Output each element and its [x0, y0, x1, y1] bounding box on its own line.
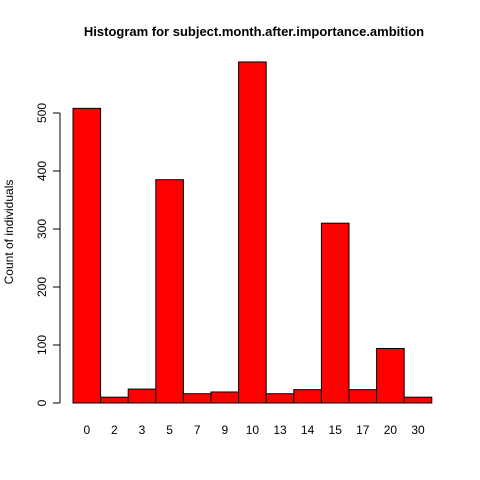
x-tick-label-9: 9 [221, 423, 228, 437]
chart-title: Histogram for subject.month.after.import… [84, 24, 424, 39]
y-tick-label-400: 400 [35, 161, 49, 181]
bar-5 [155, 179, 184, 404]
bar-14 [293, 389, 322, 404]
x-tick-label-2: 2 [111, 423, 118, 437]
y-axis: 0 100 200 300 400 500 [35, 103, 61, 406]
y-tick-label-100: 100 [35, 335, 49, 355]
x-tick-label-0: 0 [83, 423, 90, 437]
bar-0 [72, 107, 102, 404]
x-tick-label-30: 30 [411, 423, 425, 437]
bar-30 [403, 396, 433, 404]
bar-13 [265, 393, 295, 404]
bar-15 [320, 222, 350, 404]
y-tick-label-0: 0 [35, 399, 49, 406]
x-tick-labels: 0 2 3 5 7 9 10 13 14 15 17 20 30 [83, 423, 425, 437]
x-tick-label-15: 15 [329, 423, 343, 437]
bar-3 [127, 388, 157, 404]
x-tick-label-17: 17 [356, 423, 370, 437]
bars-group [72, 61, 433, 404]
x-tick-label-5: 5 [166, 423, 173, 437]
x-tick-label-13: 13 [273, 423, 287, 437]
y-tick-label-200: 200 [35, 277, 49, 297]
x-tick-label-3: 3 [139, 423, 146, 437]
y-axis-label: Count of individuals [2, 180, 16, 285]
y-tick-label-500: 500 [35, 103, 49, 123]
x-tick-label-10: 10 [246, 423, 260, 437]
x-tick-label-20: 20 [384, 423, 398, 437]
bar-2 [100, 396, 129, 404]
bar-9 [210, 391, 240, 404]
y-tick-label-300: 300 [35, 219, 49, 239]
bar-17 [348, 389, 378, 404]
bar-7 [182, 393, 212, 404]
x-tick-label-14: 14 [301, 423, 315, 437]
x-tick-label-7: 7 [194, 423, 201, 437]
bar-10 [238, 61, 267, 404]
bar-20 [376, 347, 405, 404]
